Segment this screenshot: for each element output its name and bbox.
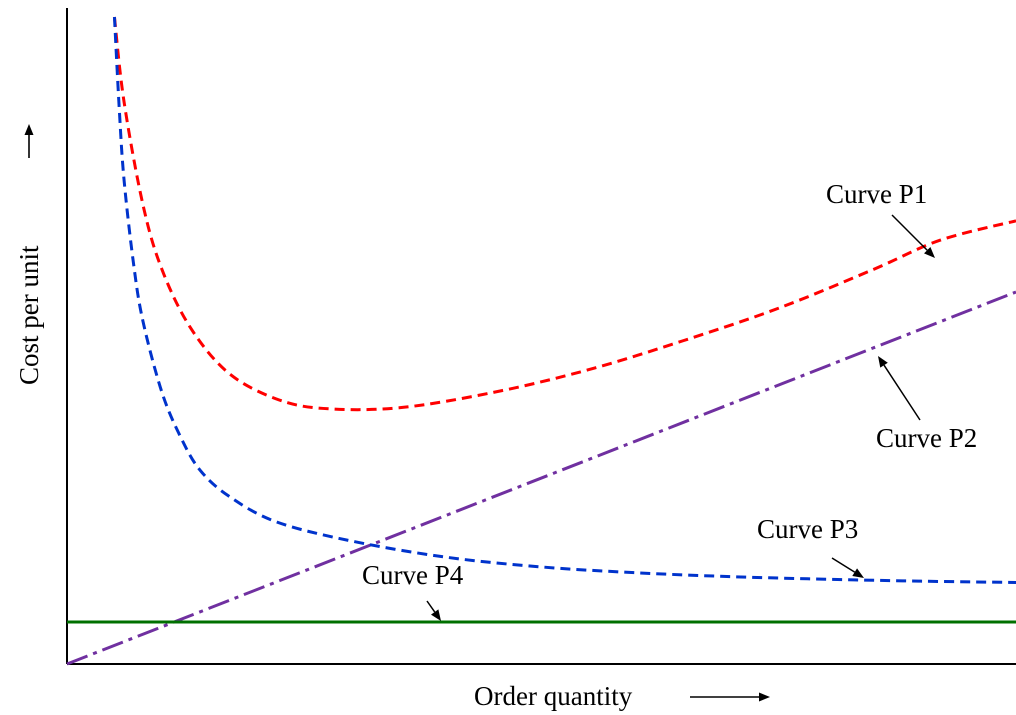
series-layer [66,16,1016,666]
annotation-curve-p3: Curve P3 [757,514,858,544]
annotation-arrow-3 [831,557,864,578]
annotation-curve-p4: Curve P4 [362,560,464,590]
annotation-curve-p1: Curve P1 [826,179,927,209]
annotation-arrows [426,214,935,621]
x-axis-arrow [690,692,770,702]
series-line-1 [112,16,1016,412]
annotation-arrow-4 [426,600,441,621]
annotation-curve-p2: Curve P2 [876,423,977,453]
annotation-arrow-2 [878,356,921,421]
series-line-2 [66,290,1016,666]
y-axis-label: Cost per unit [14,245,44,385]
annotation-arrow-1 [891,214,935,258]
x-axis-label: Order quantity [474,681,633,711]
series-line-3 [112,16,1016,584]
y-axis-arrow [24,124,34,158]
